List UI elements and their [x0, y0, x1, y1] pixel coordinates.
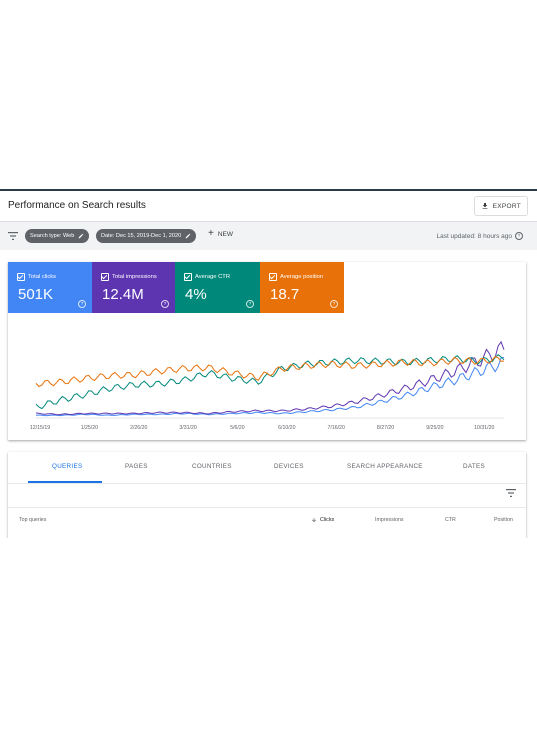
metric-label: Total impressions — [112, 274, 157, 280]
page-title: Performance on Search results — [8, 200, 146, 211]
checkbox-icon[interactable] — [269, 273, 277, 281]
new-filter-button[interactable]: + NEW — [208, 228, 234, 239]
x-tick-label: 5/6/20 — [230, 425, 245, 431]
page-background — [0, 538, 537, 741]
x-tick-label: 3/31/20 — [179, 425, 196, 431]
last-updated-text: Last updated: 8 hours ago — [436, 232, 512, 240]
help-icon[interactable]: ? — [515, 232, 523, 240]
series-line-average-position — [35, 355, 505, 388]
search-type-label: Search type: Web — [30, 233, 75, 239]
column-header-clicks[interactable]: Clicks — [311, 517, 334, 523]
x-tick-label: 8/27/20 — [377, 425, 394, 431]
x-tick-label: 7/16/20 — [328, 425, 345, 431]
metric-label: Average position — [280, 274, 324, 280]
x-tick-label: 12/15/19 — [30, 425, 50, 431]
filter-rows-icon[interactable] — [506, 489, 516, 497]
series-line-total-clicks — [35, 357, 505, 417]
divider — [8, 507, 526, 508]
top-border — [0, 189, 537, 191]
series-line-average-ctr — [35, 354, 505, 410]
report-table-card: QUERIES PAGES COUNTRIES DEVICES SEARCH A… — [8, 452, 526, 542]
metric-value: 501K — [18, 286, 54, 303]
series-line-total-impressions — [35, 340, 505, 416]
filter-menu-icon[interactable] — [8, 232, 18, 240]
new-label: NEW — [217, 230, 234, 238]
tab-devices[interactable]: DEVICES — [274, 463, 304, 470]
checkbox-icon[interactable] — [184, 273, 192, 281]
help-icon[interactable]: ? — [246, 300, 254, 308]
metric-value: 4% — [185, 286, 207, 303]
date-label: Date: Dec 15, 2019-Dec 1, 2020 — [101, 233, 182, 239]
checkbox-icon[interactable] — [17, 273, 25, 281]
arrow-down-icon — [312, 518, 316, 522]
column-header-position[interactable]: Position — [494, 517, 513, 523]
edit-icon — [185, 233, 191, 239]
column-header-ctr[interactable]: CTR — [445, 517, 456, 523]
metric-label: Total clicks — [28, 274, 57, 280]
date-chip[interactable]: Date: Dec 15, 2019-Dec 1, 2020 — [96, 229, 197, 243]
x-tick-label: 1/25/20 — [81, 425, 98, 431]
last-updated: Last updated: 8 hours ago ? — [436, 232, 523, 240]
help-icon[interactable]: ? — [78, 300, 86, 308]
search-type-chip[interactable]: Search type: Web — [25, 229, 90, 243]
checkbox-icon[interactable] — [101, 273, 109, 281]
metric-total-clicks[interactable]: Total clicks 501K ? — [8, 262, 92, 313]
help-icon[interactable]: ? — [330, 300, 338, 308]
x-tick-label: 9/25/20 — [426, 425, 443, 431]
metric-average-ctr[interactable]: Average CTR 4% ? — [175, 262, 260, 313]
plus-icon: + — [208, 228, 214, 239]
divider — [8, 483, 526, 484]
performance-line-chart: 12/15/19 1/25/20 2/26/20 3/31/20 5/6/20 6/10/… — [30, 340, 505, 431]
tab-search-appearance[interactable]: SEARCH APPEARANCE — [347, 463, 423, 470]
export-label: EXPORT — [492, 202, 521, 210]
tab-dates[interactable]: DATES — [463, 463, 486, 470]
active-tab-indicator — [28, 481, 102, 483]
help-icon[interactable]: ? — [161, 300, 169, 308]
metric-value: 12.4M — [102, 286, 144, 303]
tab-queries[interactable]: QUERIES — [52, 463, 83, 470]
metric-value: 18.7 — [270, 286, 300, 303]
edit-icon — [79, 233, 84, 239]
tab-pages[interactable]: PAGES — [125, 463, 148, 470]
column-header-query[interactable]: Top queries — [19, 517, 47, 523]
x-tick-label: 10/31/20 — [474, 425, 494, 431]
filter-bar: Search type: Web Date: Dec 15, 2019-Dec … — [0, 222, 537, 250]
metric-label: Average CTR — [195, 274, 231, 280]
metric-total-impressions[interactable]: Total impressions 12.4M ? — [92, 262, 175, 313]
x-tick-label: 6/10/20 — [278, 425, 295, 431]
metric-average-position[interactable]: Average position 18.7 ? — [260, 262, 344, 313]
tab-countries[interactable]: COUNTRIES — [192, 463, 232, 470]
export-button[interactable]: EXPORT — [473, 196, 528, 216]
x-tick-label: 2/26/20 — [130, 425, 147, 431]
column-header-impressions[interactable]: Impressions — [375, 517, 404, 523]
performance-chart-card: Total clicks 501K ? Total impressions 12… — [8, 262, 526, 440]
column-header-clicks-label: Clicks — [320, 517, 335, 523]
page-header: Performance on Search results EXPORT — [0, 191, 537, 222]
download-icon — [482, 203, 487, 209]
